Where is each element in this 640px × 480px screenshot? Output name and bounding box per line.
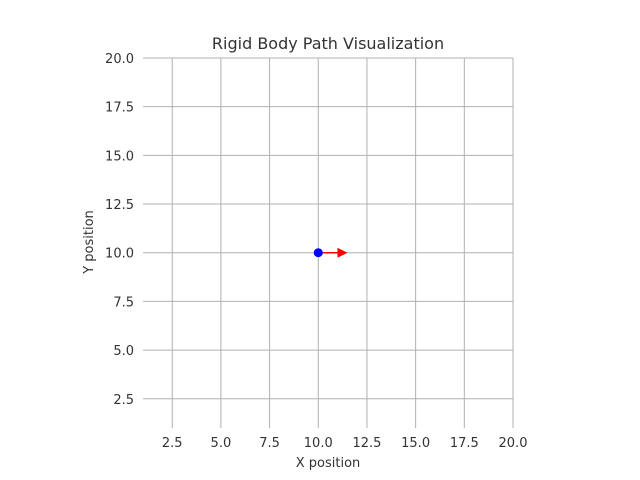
y-tick-label: 5.0 — [113, 344, 134, 359]
y-tick-label: 17.5 — [105, 101, 134, 116]
arrow-head — [337, 247, 348, 258]
chart-title: Rigid Body Path Visualization — [212, 34, 444, 53]
y-tick-label: 2.5 — [113, 393, 134, 408]
y-tick-labels: 2.5 5.0 7.5 10.0 12.5 15.0 17.5 20.0 — [105, 52, 134, 408]
grid — [143, 57, 514, 428]
x-tick-label: 12.5 — [352, 436, 381, 451]
x-tick-label: 7.5 — [259, 436, 280, 451]
x-tick-label: 2.5 — [162, 436, 183, 451]
y-tick-label: 20.0 — [105, 52, 134, 67]
x-tick-label: 17.5 — [450, 436, 479, 451]
x-tick-label: 10.0 — [304, 436, 333, 451]
y-axis-label: Y position — [82, 210, 97, 275]
y-tick-label: 7.5 — [113, 295, 134, 310]
x-tick-labels: 2.5 5.0 7.5 10.0 12.5 15.0 17.5 20.0 — [162, 436, 528, 451]
x-tick-label: 5.0 — [211, 436, 232, 451]
y-tick-label: 12.5 — [105, 198, 134, 213]
rigid-body-point — [313, 248, 323, 258]
x-tick-label: 15.0 — [401, 436, 430, 451]
y-tick-label: 15.0 — [105, 149, 134, 164]
y-tick-label: 10.0 — [105, 247, 134, 262]
x-tick-label: 20.0 — [499, 436, 528, 451]
points — [313, 248, 323, 258]
x-axis-label: X position — [296, 456, 361, 471]
